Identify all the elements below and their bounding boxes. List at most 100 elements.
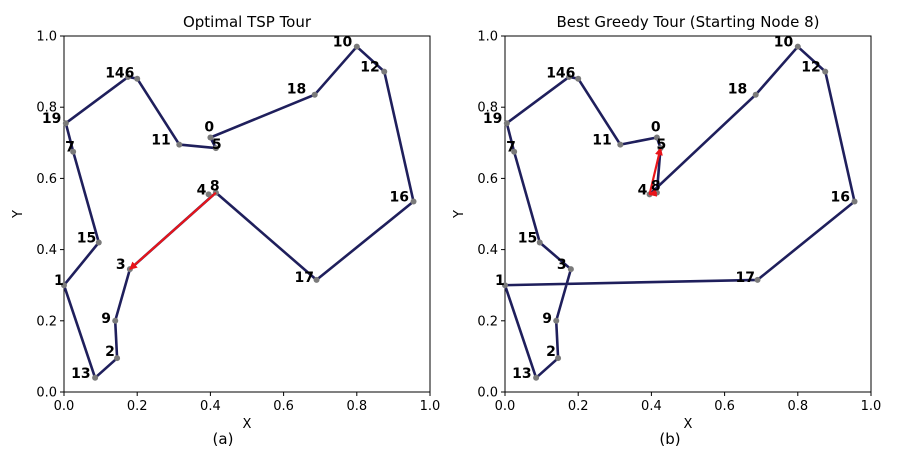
y-tick-label: 0.8 bbox=[477, 101, 498, 116]
node-marker bbox=[176, 141, 183, 148]
node-marker bbox=[134, 75, 141, 82]
x-tick-label: 0.0 bbox=[495, 399, 516, 414]
x-tick-label: 0.8 bbox=[787, 399, 808, 414]
tour-path bbox=[62, 45, 415, 380]
node-marker bbox=[381, 68, 388, 75]
node-marker bbox=[92, 374, 99, 381]
node-label: 2 bbox=[546, 344, 556, 360]
y-tick-label: 0.4 bbox=[36, 243, 57, 258]
node-marker bbox=[533, 374, 540, 381]
node-label: 13 bbox=[71, 366, 90, 382]
node-marker bbox=[555, 355, 562, 362]
node-marker bbox=[754, 276, 761, 283]
node-label: 13 bbox=[512, 366, 531, 382]
node-label: 18 bbox=[287, 82, 306, 98]
node-marker bbox=[70, 148, 77, 155]
node-marker bbox=[553, 317, 560, 324]
axes-frame bbox=[504, 35, 872, 393]
node-label: 7 bbox=[506, 140, 516, 156]
y-tick-label: 0.6 bbox=[477, 172, 498, 187]
tour-path bbox=[503, 45, 856, 380]
node-marker bbox=[353, 43, 360, 50]
y-axis-label: Y bbox=[11, 210, 26, 219]
node-marker bbox=[566, 73, 573, 80]
node-label: 11 bbox=[151, 133, 170, 149]
y-tick-label: 0.2 bbox=[477, 314, 498, 329]
node-marker bbox=[851, 198, 858, 205]
direction-arrow bbox=[648, 188, 658, 197]
y-axis-label: Y bbox=[452, 210, 467, 219]
node-label: 11 bbox=[592, 133, 611, 149]
node-marker bbox=[61, 282, 67, 289]
x-tick-label: 0.8 bbox=[346, 399, 367, 414]
node-label: 8 bbox=[651, 179, 661, 195]
caption-a: (a) bbox=[213, 430, 234, 448]
node-label: 15 bbox=[518, 230, 537, 246]
node-label: 3 bbox=[116, 257, 126, 273]
node-marker bbox=[575, 75, 582, 82]
node-marker bbox=[653, 134, 660, 141]
node-label: 19 bbox=[42, 111, 61, 127]
x-axis-label: X bbox=[243, 417, 252, 432]
node-marker bbox=[313, 276, 320, 283]
x-tick-label: 1.0 bbox=[861, 399, 882, 414]
y-tick-label: 0.8 bbox=[36, 101, 57, 116]
node-marker bbox=[511, 148, 518, 155]
node-label: 5 bbox=[657, 137, 667, 153]
x-tick-label: 0.0 bbox=[54, 399, 75, 414]
node-marker bbox=[617, 141, 624, 148]
node-marker bbox=[95, 239, 102, 246]
y-tick-label: 0.6 bbox=[36, 172, 57, 187]
y-tick-label: 0.2 bbox=[36, 314, 57, 329]
node-label: 5 bbox=[212, 137, 222, 153]
node-label: 9 bbox=[542, 311, 552, 327]
node-label: 15 bbox=[77, 230, 96, 246]
node-label: 4 bbox=[197, 182, 207, 198]
node-label: 18 bbox=[728, 82, 747, 98]
node-marker bbox=[567, 266, 574, 273]
node-label: 146 bbox=[105, 66, 134, 82]
node-marker bbox=[212, 145, 219, 152]
node-marker bbox=[794, 43, 801, 50]
node-label: 7 bbox=[65, 140, 75, 156]
node-label: 1 bbox=[495, 273, 505, 289]
node-label: 17 bbox=[295, 270, 314, 286]
panel-optimal-tour: Optimal TSP Tour 0.0 0.2 0.4 0.6 0.8 1.0 0.0 0.2… bbox=[11, 13, 440, 432]
chart-title: Optimal TSP Tour bbox=[183, 13, 312, 31]
x-tick-label: 0.4 bbox=[200, 399, 221, 414]
caption-b: (b) bbox=[659, 430, 680, 448]
node-label: 1 bbox=[54, 273, 64, 289]
panel-greedy-tour: Best Greedy Tour (Starting Node 8) 0.0 0.2… bbox=[452, 13, 881, 432]
node-label: 17 bbox=[736, 270, 755, 286]
y-tick-label: 0.0 bbox=[477, 386, 498, 401]
node-label: 146 bbox=[546, 66, 575, 82]
node-label: 16 bbox=[390, 190, 409, 206]
node-label: 10 bbox=[333, 35, 353, 51]
y-tick-label: 0.4 bbox=[477, 243, 498, 258]
x-tick-label: 0.2 bbox=[127, 399, 148, 414]
y-tick-label: 0.0 bbox=[36, 386, 57, 401]
node-label: 16 bbox=[831, 190, 850, 206]
node-marker bbox=[125, 73, 132, 80]
node-label: 3 bbox=[557, 257, 567, 273]
y-tick-label: 1.0 bbox=[477, 30, 498, 45]
node-label: 4 bbox=[638, 182, 648, 198]
node-label: 9 bbox=[101, 311, 111, 327]
node-marker bbox=[822, 68, 829, 75]
node-marker bbox=[205, 191, 212, 198]
node-label: 2 bbox=[105, 344, 115, 360]
x-tick-label: 1.0 bbox=[420, 399, 441, 414]
node-label: 12 bbox=[801, 60, 820, 76]
x-axis-label: X bbox=[684, 417, 693, 432]
node-label: 0 bbox=[204, 119, 214, 135]
node-label: 0 bbox=[651, 119, 661, 135]
node-marker bbox=[112, 317, 119, 324]
node-marker bbox=[114, 355, 121, 362]
axes-frame bbox=[63, 35, 431, 393]
node-marker bbox=[536, 239, 543, 246]
node-label: 19 bbox=[483, 111, 502, 127]
direction-arrow bbox=[648, 147, 663, 195]
x-tick-label: 0.4 bbox=[641, 399, 662, 414]
node-label: 12 bbox=[360, 60, 379, 76]
